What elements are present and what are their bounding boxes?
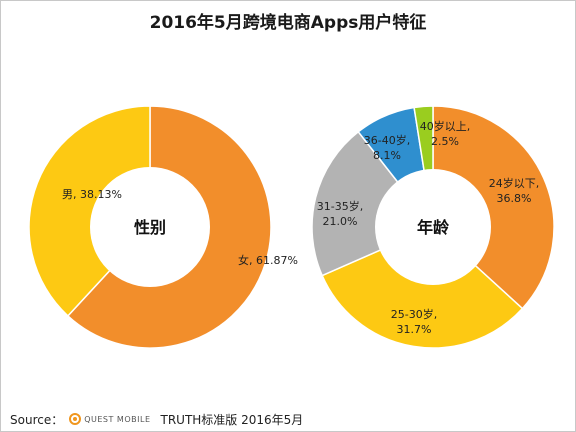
slice-data-label: 31-35岁, 21.0% (317, 199, 363, 228)
edition-label: TRUTH标准版 2016年5月 (160, 412, 304, 427)
chart-title: 2016年5月跨境电商Apps用户特征 (149, 13, 427, 33)
slice-data-label: 36-40岁, 8.1% (364, 133, 410, 162)
footer: Source： QUEST MOBILE TRUTH标准版 2016年5月 (10, 410, 303, 428)
slice-data-label: 女, 61.87% (238, 253, 298, 267)
slice-data-label: 男, 38.13% (62, 188, 122, 201)
slice-data-label: 24岁以下, 36.8% (489, 176, 540, 205)
brand-name: QUEST MOBILE (84, 414, 151, 424)
questmobile-logo-icon (69, 413, 82, 425)
slice-data-label: 40岁以上, 2.5% (420, 119, 471, 148)
donut-hole (375, 169, 491, 285)
donut-center-label: 年龄 (417, 218, 450, 237)
pie-slice (321, 226, 524, 349)
pie-slice (28, 105, 151, 317)
donut-center-label: 性别 (134, 218, 166, 237)
pie-slice (432, 105, 555, 310)
donut-hole (90, 167, 210, 287)
slice-data-label: 25-30岁, 31.7% (391, 307, 437, 336)
source-label: Source： (10, 412, 64, 427)
